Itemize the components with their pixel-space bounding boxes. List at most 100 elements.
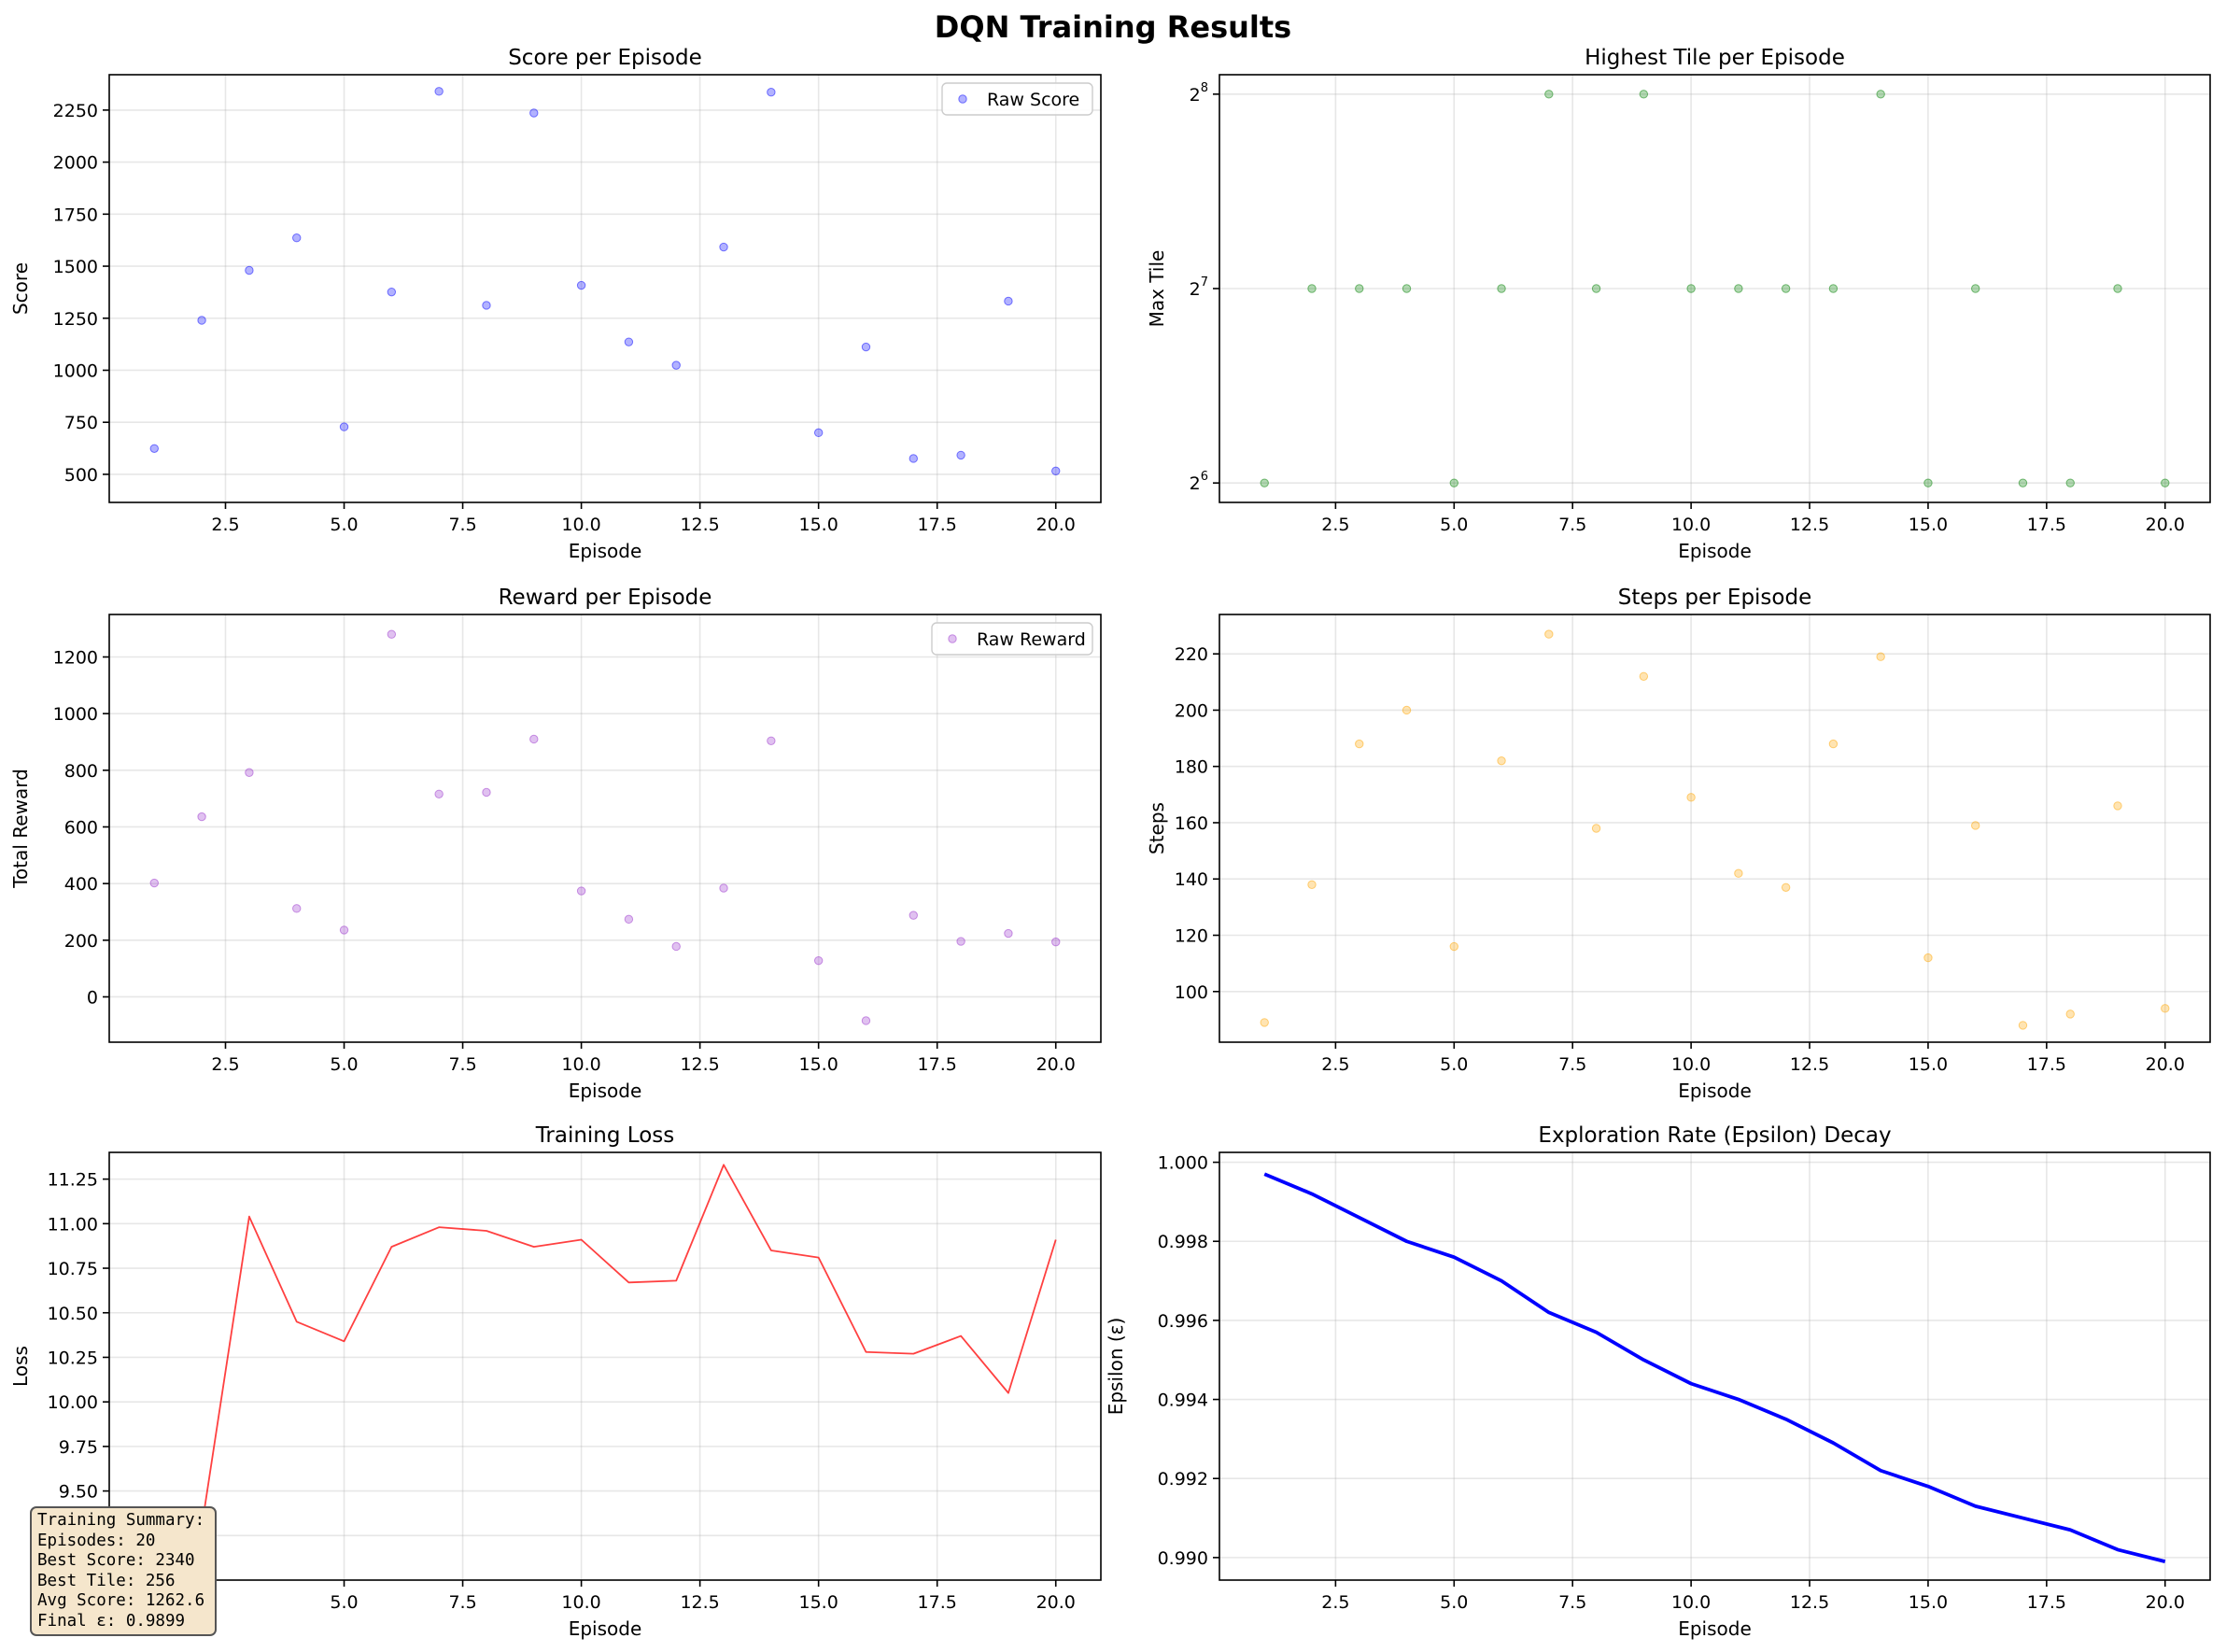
data-point — [956, 937, 965, 946]
summary-line-title: Training Summary: — [37, 1511, 205, 1530]
data-point — [1544, 629, 1554, 639]
plot-frame — [1219, 614, 2211, 1043]
x-tick-label: 17.5 — [2027, 1592, 2066, 1613]
summary-line-avg-score: Avg Score: 1262.6 — [37, 1591, 205, 1610]
data-point — [1051, 466, 1061, 476]
data-point — [245, 768, 254, 777]
legend-frame — [941, 82, 1093, 116]
data-point — [1591, 824, 1601, 833]
y-tick-label: 400 — [64, 874, 98, 895]
y-tick-label: 1500 — [53, 257, 98, 277]
y-axis-label: Max Tile — [1146, 250, 1168, 328]
data-point — [292, 904, 302, 913]
data-point — [909, 911, 918, 920]
x-tick-label: 12.5 — [680, 1054, 719, 1075]
plot-frame — [108, 74, 1102, 503]
data-point — [245, 265, 254, 275]
series-line — [1263, 1172, 2166, 1563]
data-point — [339, 422, 349, 431]
x-tick-label: 12.5 — [1790, 515, 1829, 535]
data-point — [671, 360, 681, 370]
y-tick-label: 9.50 — [59, 1482, 98, 1503]
y-axis-label: Total Reward — [9, 769, 32, 889]
data-point — [2161, 1004, 2170, 1013]
data-point — [1260, 478, 1269, 487]
x-tick-label: 7.5 — [1558, 1054, 1586, 1075]
y-tick-label: 100 — [1175, 982, 1208, 1003]
summary-line-episodes: Episodes: 20 — [37, 1531, 156, 1550]
legend-marker — [958, 94, 967, 104]
y-tick-label: 0 — [87, 987, 98, 1008]
data-point — [719, 242, 728, 252]
x-tick-label: 12.5 — [680, 515, 719, 535]
x-tick-label: 15.0 — [1909, 1054, 1948, 1075]
y-tick-label: 200 — [64, 931, 98, 952]
data-point — [1497, 755, 1506, 766]
data-point — [2065, 1010, 2075, 1019]
y-tick-label: 1250 — [53, 309, 98, 330]
x-tick-label: 10.0 — [561, 1592, 600, 1613]
y-tick-label: 2000 — [53, 153, 98, 174]
chart-title: Highest Tile per Episode — [1585, 46, 1845, 70]
data-point — [529, 108, 539, 118]
x-tick-label: 5.0 — [330, 515, 358, 535]
chart-title: Training Loss — [535, 1123, 675, 1148]
chart-panel-1: Score per Episode 2.5 5.0 7.5 10.0 12.5 15.0 17… — [9, 46, 1102, 562]
x-tick-label: 20.0 — [2146, 1054, 2185, 1075]
chart-panel-2: Highest Tile per Episode 2.5 5.0 7.5 10.0 12.… — [1146, 46, 2211, 562]
x-tick-label: 12.5 — [1790, 1592, 1829, 1613]
data-point — [1734, 284, 1743, 293]
x-tick-label: 17.5 — [918, 1054, 957, 1075]
x-tick-label: 7.5 — [448, 1054, 476, 1075]
y-tick-label: 1.000 — [1158, 1153, 1208, 1174]
x-tick-label: 15.0 — [1909, 1592, 1948, 1613]
y-tick-label: 11.25 — [48, 1170, 98, 1191]
data-point — [2018, 478, 2028, 487]
y-tick-label: 0.990 — [1158, 1548, 1208, 1569]
y-tick-label: 10.25 — [48, 1348, 98, 1368]
y-tick-label: 0.994 — [1158, 1391, 1208, 1411]
chart-legend: Raw Score — [941, 82, 1093, 116]
data-point — [434, 789, 444, 798]
plot-frame — [1219, 74, 2211, 503]
y-tick-label: 10.00 — [48, 1392, 98, 1413]
x-axis-label: Episode — [1678, 540, 1752, 562]
y-tick-label: 1200 — [53, 647, 98, 668]
y-tick-label: 220 — [1175, 644, 1208, 665]
data-point — [671, 941, 681, 952]
chart-panel-3: Reward per Episode 2.5 5.0 7.5 10.0 12.5 15.0 1… — [9, 586, 1102, 1102]
x-tick-label: 5.0 — [330, 1054, 358, 1075]
y-tick-exponent: 7 — [1201, 275, 1208, 289]
x-tick-label: 20.0 — [2146, 515, 2185, 535]
data-point — [1307, 880, 1317, 889]
data-point — [624, 337, 634, 346]
data-point — [861, 1016, 871, 1025]
x-tick-label: 7.5 — [448, 515, 476, 535]
y-tick-label: 10.50 — [48, 1304, 98, 1324]
x-tick-label: 2.5 — [1321, 1054, 1349, 1075]
data-point — [482, 787, 491, 798]
y-tick-label: 27 — [1190, 275, 1208, 300]
x-tick-label: 2.5 — [211, 515, 239, 535]
data-point — [956, 450, 965, 460]
legend-frame — [931, 622, 1093, 656]
chart-panel-5: Training Loss 5.0 7.5 10.0 12.5 15.0 17.5 20.0 9… — [9, 1123, 1102, 1640]
x-tick-label: 15.0 — [799, 515, 838, 535]
x-tick-label: 5.0 — [1440, 1592, 1468, 1613]
series-line — [201, 1164, 1057, 1527]
data-point — [387, 287, 397, 297]
y-tick-label: 1000 — [53, 704, 98, 725]
data-point — [1355, 739, 1364, 749]
data-point — [576, 280, 586, 290]
y-tick-label: 750 — [64, 413, 98, 433]
data-point — [1686, 793, 1696, 802]
data-point — [1876, 652, 1885, 661]
x-tick-label: 15.0 — [799, 1054, 838, 1075]
y-tick-exponent: 6 — [1201, 470, 1208, 484]
data-point — [1781, 284, 1791, 293]
x-tick-label: 7.5 — [448, 1592, 476, 1613]
x-tick-label: 10.0 — [561, 515, 600, 535]
y-tick-label: 160 — [1175, 813, 1208, 834]
data-point — [1051, 937, 1061, 947]
chart-panel-4: Steps per Episode 2.5 5.0 7.5 10.0 12.5 15.0 17… — [1146, 586, 2211, 1102]
